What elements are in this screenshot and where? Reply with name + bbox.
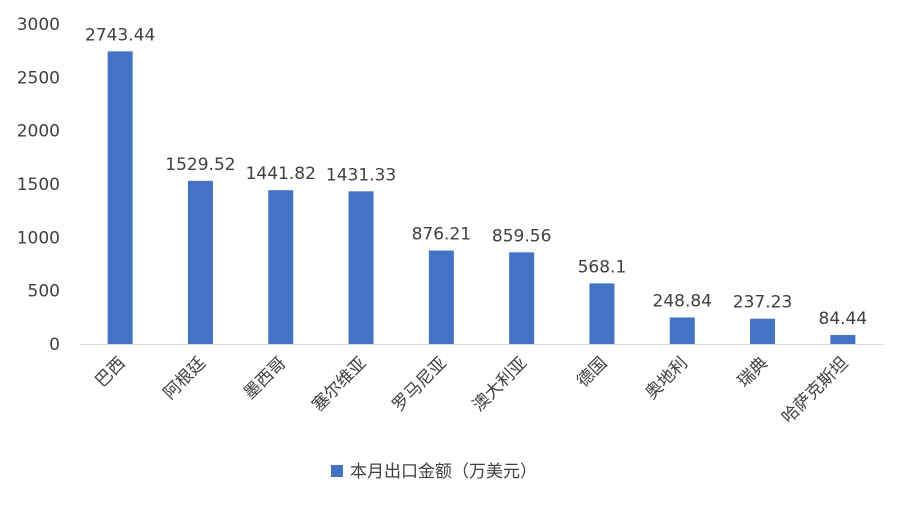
y-tick-label: 1000 <box>17 228 60 248</box>
y-tick-label: 500 <box>28 282 60 302</box>
category-label: 巴西 <box>92 353 130 391</box>
category-label: 塞尔维亚 <box>308 353 370 415</box>
legend: 本月出口金额（万美元） <box>331 462 537 482</box>
y-axis: 0 500 1000 1500 2000 2500 3000 <box>17 15 60 355</box>
y-tick-label: 2000 <box>17 122 60 142</box>
data-label: 1431.33 <box>326 165 396 185</box>
bar <box>187 180 213 344</box>
category-label: 罗马尼亚 <box>389 353 451 415</box>
bar <box>750 318 776 344</box>
category-label: 哈萨克斯坦 <box>778 353 852 427</box>
bar <box>107 51 133 345</box>
category-labels: 巴西 阿根廷 墨西哥 塞尔维亚 罗马尼亚 澳大利亚 德国 奥地利 瑞典 哈萨克斯坦 <box>92 353 853 427</box>
data-label: 2743.44 <box>85 25 155 45</box>
y-tick-label: 2500 <box>17 68 60 88</box>
data-labels: 2743.44 1529.52 1441.82 1431.33 876.21 859.56… <box>85 25 867 329</box>
bar <box>348 191 374 344</box>
data-label: 1529.52 <box>165 155 235 175</box>
data-label: 248.84 <box>653 291 712 311</box>
bar <box>268 190 294 344</box>
y-tick-label: 1500 <box>17 175 60 195</box>
bar <box>830 334 856 344</box>
data-label: 859.56 <box>492 226 551 246</box>
legend-label: 本月出口金额（万美元） <box>350 462 537 482</box>
bars <box>107 51 856 345</box>
data-label: 84.44 <box>819 309 868 329</box>
bar <box>428 250 454 344</box>
data-label: 876.21 <box>412 225 471 245</box>
category-label: 澳大利亚 <box>469 353 531 415</box>
category-label: 德国 <box>573 353 611 391</box>
category-label: 奥地利 <box>642 353 692 403</box>
bar <box>589 283 615 344</box>
data-label: 1441.82 <box>246 164 316 184</box>
legend-swatch <box>331 465 343 477</box>
category-label: 瑞典 <box>734 353 772 391</box>
data-label: 237.23 <box>733 293 792 313</box>
category-label: 墨西哥 <box>240 353 290 403</box>
bar <box>669 317 695 344</box>
y-tick-label: 3000 <box>17 15 60 35</box>
bar <box>509 252 535 344</box>
category-label: 阿根廷 <box>160 353 210 403</box>
data-label: 568.1 <box>578 257 627 277</box>
y-tick-label: 0 <box>49 335 60 355</box>
